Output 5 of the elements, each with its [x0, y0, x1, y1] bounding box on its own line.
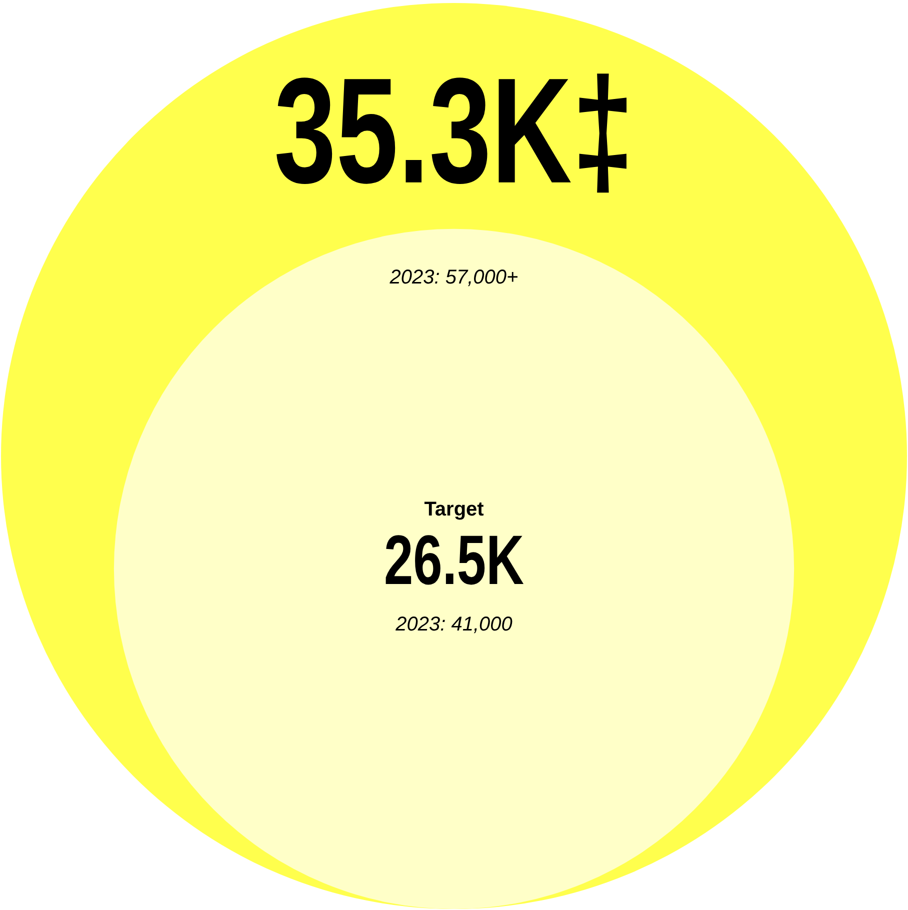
text: 2023: 57,000+ — [388, 266, 518, 289]
data-label: 35.3K‡ — [274, 47, 634, 216]
text: 2023: 41,000 — [394, 613, 512, 636]
data-label: 26.5K — [384, 522, 524, 600]
category-label: Target — [424, 498, 484, 520]
